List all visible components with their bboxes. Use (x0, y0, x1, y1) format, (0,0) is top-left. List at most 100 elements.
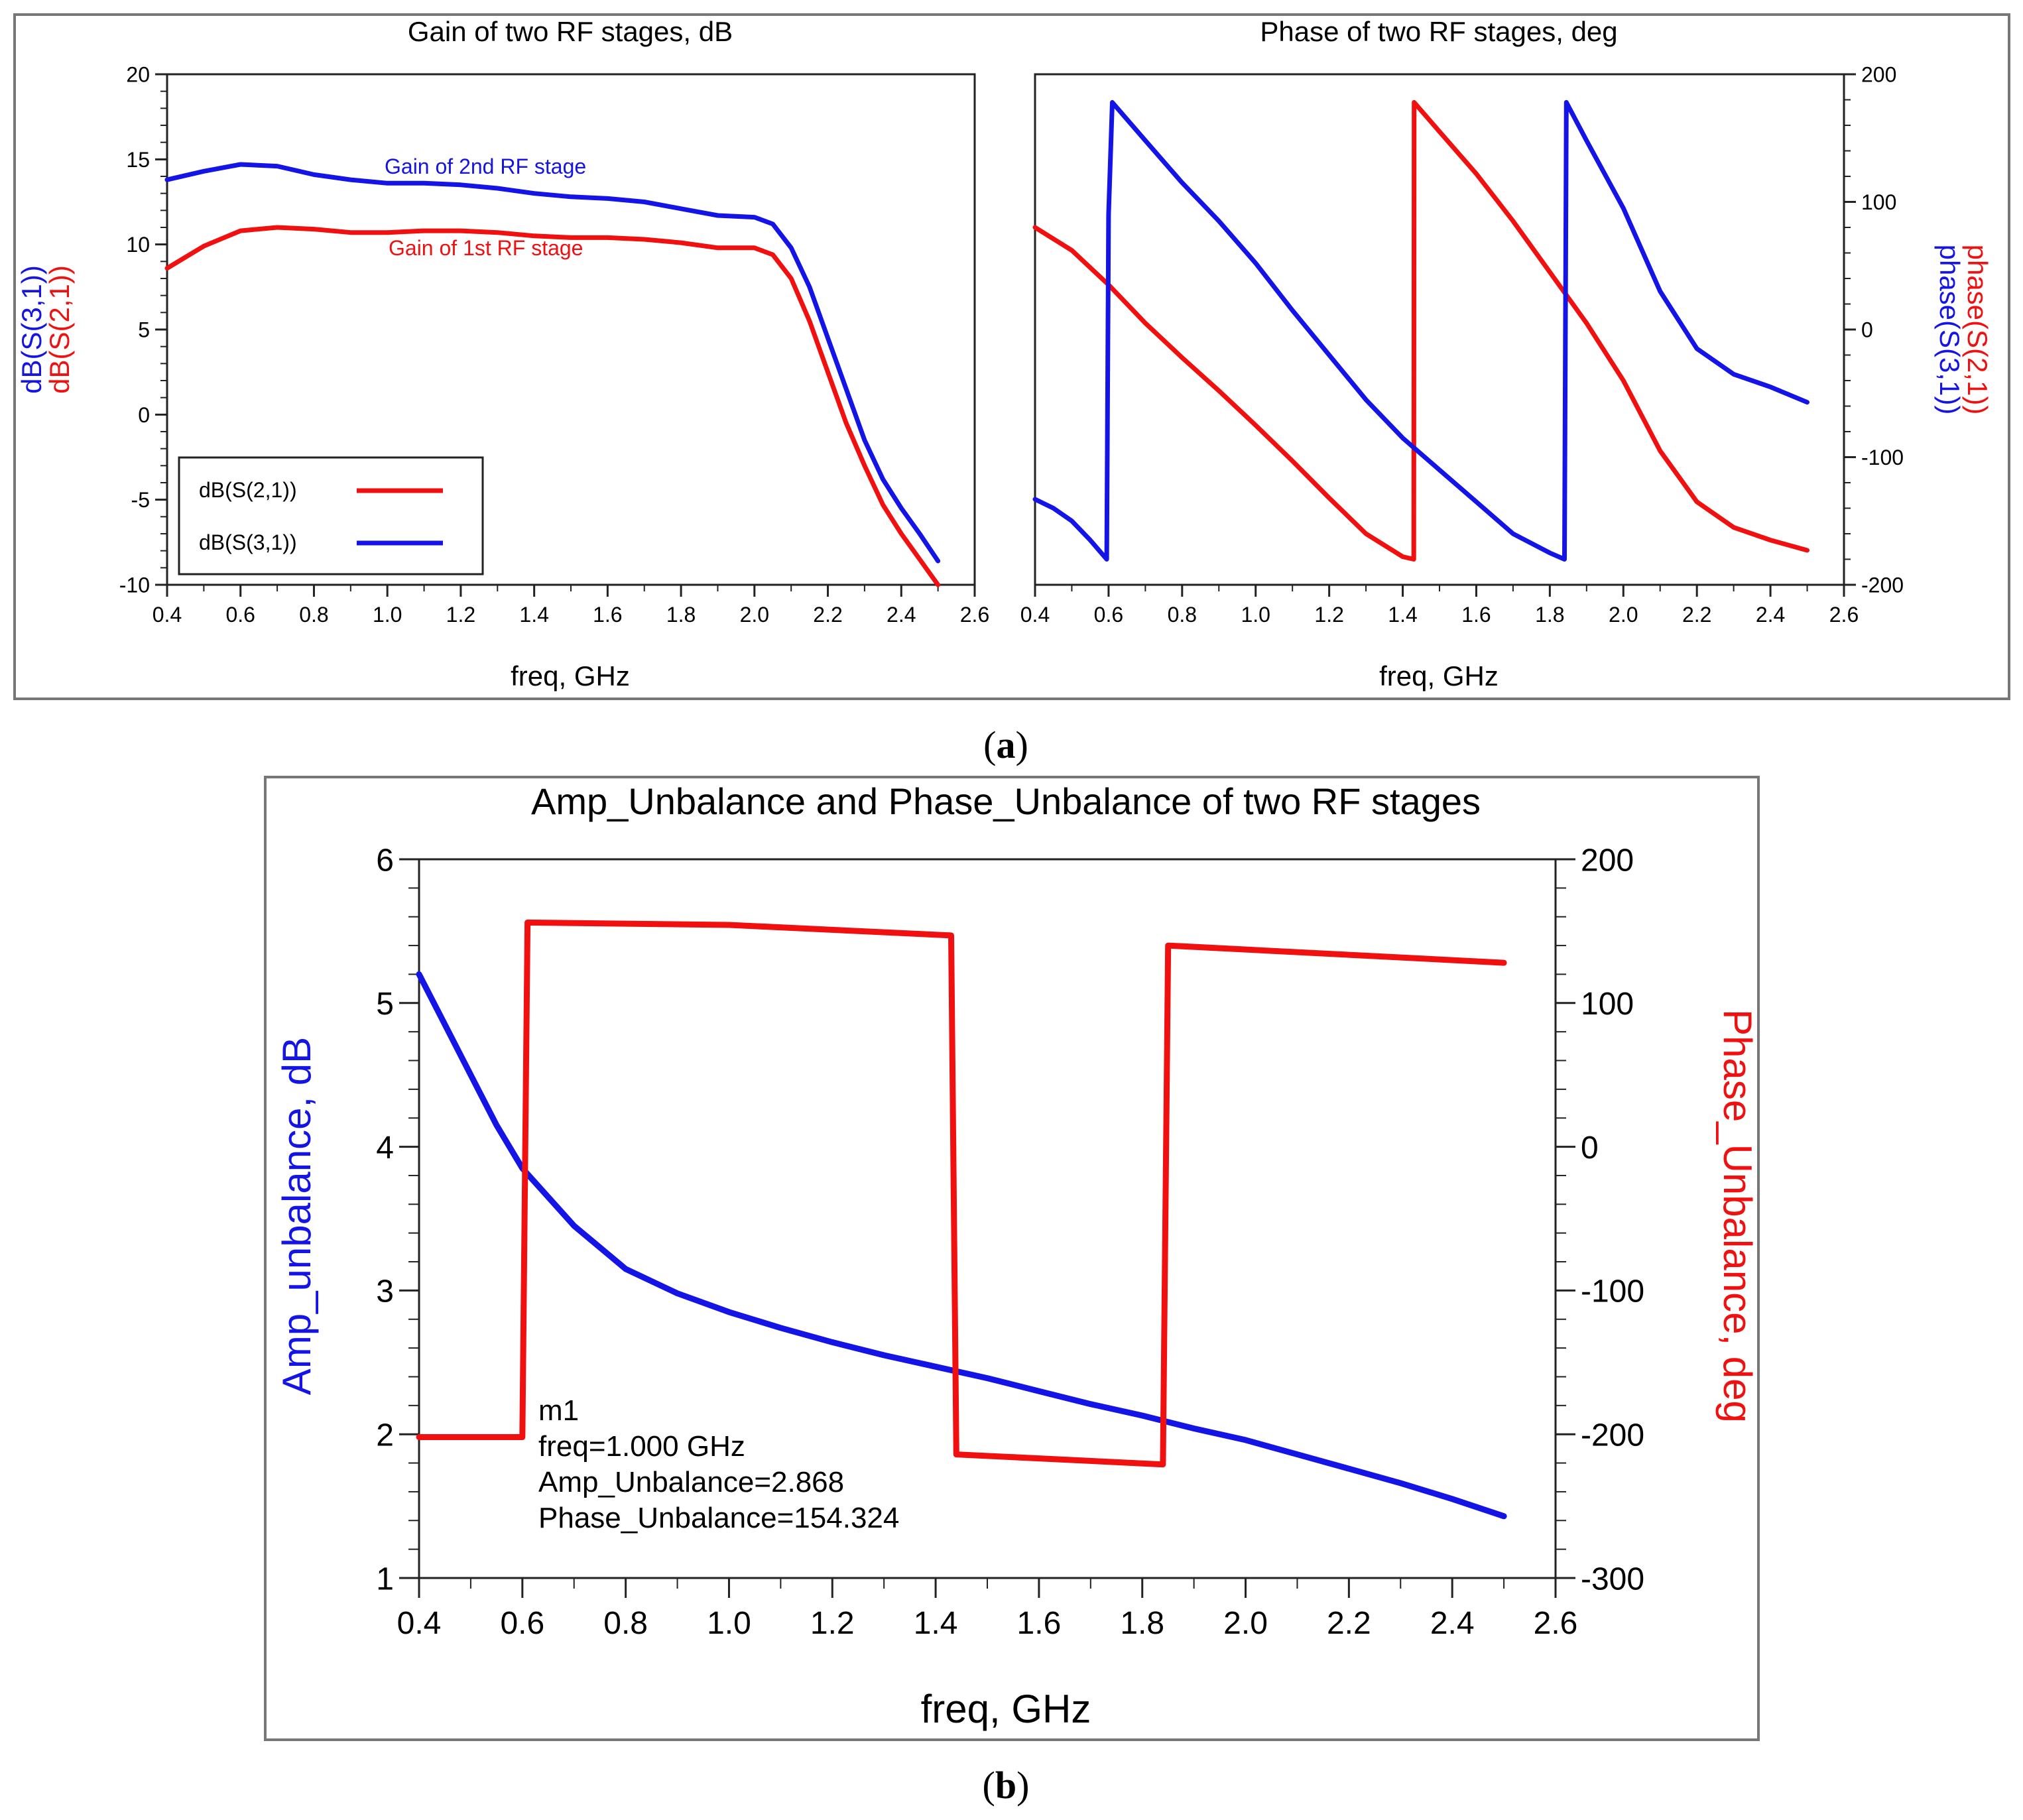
phase-x-ticks: 0.4 0.6 0.8 1.0 1.2 1.4 1.6 1.8 2.0 2.2 2.4 2.6 (1020, 585, 1859, 627)
x-tick-label: 1.8 (666, 603, 696, 627)
y-tick-label: 0 (1861, 318, 1873, 342)
svg-text:(a): (a) (983, 723, 1028, 766)
y-tick-label: 5 (138, 318, 150, 342)
x-tick-label: 2.4 (887, 603, 916, 627)
x-tick-label: 1.4 (519, 603, 548, 627)
series-line-db-s-2-1 (164, 225, 941, 587)
x-tick-label: 0.6 (1094, 603, 1123, 627)
unbalance-x-axis-label: freq, GHz (921, 1687, 1091, 1731)
x-tick-label: 2.4 (1430, 1606, 1475, 1641)
y-right-tick-label: -200 (1581, 1418, 1644, 1453)
y-tick-label: 100 (1861, 190, 1896, 214)
y-tick-label: -10 (119, 574, 150, 597)
caption-a: (a) (983, 723, 1028, 766)
annotation-gain-1st-stage: Gain of 1st RF stage (389, 236, 583, 260)
y-tick-label: 3 (376, 1274, 394, 1309)
y-right-tick-label: 0 (1581, 1130, 1599, 1166)
x-tick-label: 0.6 (500, 1606, 544, 1641)
y-tick-label: 4 (376, 1130, 394, 1166)
x-tick-label: 0.4 (1020, 603, 1050, 627)
x-tick-label: 1.2 (810, 1606, 855, 1641)
unbalance-left-y-ticks: 1 2 3 4 5 6 (376, 843, 419, 1597)
x-tick-label: 2.4 (1756, 603, 1785, 627)
marker-amp-unbalance: Amp_Unbalance=2.868 (538, 1466, 844, 1498)
y-right-tick-label: 100 (1581, 987, 1634, 1022)
panel-b-frame (264, 776, 1760, 1741)
gain-series-lines (164, 162, 941, 587)
unbalance-series-lines (416, 919, 1507, 1520)
marker-label: m1 (538, 1394, 579, 1427)
x-tick-label: 1.2 (446, 603, 475, 627)
gain-x-ticks: 0.4 0.6 0.8 1.0 1.2 1.4 1.6 1.8 2.0 2.2 2.4 2.6 (153, 585, 989, 627)
x-tick-label: 1.0 (707, 1606, 751, 1641)
unbalance-x-ticks: 0.4 0.6 0.8 1.0 1.2 1.4 1.6 1.8 2.0 2.2 2.4 2.6 (397, 1578, 1578, 1641)
legend-box (178, 456, 484, 576)
panel-a-frame (13, 13, 2010, 700)
marker-m1-readout: m1 freq=1.000 GHz Amp_Unbalance=2.868 Ph… (538, 1394, 899, 1534)
y-tick-label: -5 (131, 488, 150, 512)
x-tick-label: 1.4 (914, 1606, 958, 1641)
series-line-amp-unbalance (416, 971, 1507, 1520)
y-right-tick-label: 200 (1581, 843, 1634, 878)
gain-y-axis-label-s21: dB(S(2,1)) (44, 265, 75, 394)
legend-label-s21: dB(S(2,1)) (199, 478, 297, 502)
unbalance-right-y-ticks: -300 -200 -100 0 100 200 (1556, 843, 1644, 1597)
x-tick-label: 1.6 (1461, 603, 1491, 627)
series-line-db-s-3-1 (164, 162, 941, 564)
y-tick-label: 20 (126, 63, 150, 87)
gain-x-axis-label: freq, GHz (511, 660, 630, 692)
x-tick-label: 2.0 (1223, 1606, 1268, 1641)
unbalance-right-y-axis-label: Phase_Unbalance, deg (1715, 1009, 1760, 1423)
x-tick-label: 0.8 (1168, 603, 1197, 627)
unbalance-chart-title: Amp_Unbalance and Phase_Unbalance of two… (531, 780, 1481, 822)
x-tick-label: 2.6 (960, 603, 989, 627)
caption-b-letter: b (995, 1764, 1016, 1807)
x-tick-label: 1.8 (1120, 1606, 1164, 1641)
gain-chart: Gain of two RF stages, dB 0.4 0.6 0.8 1.0 1.… (16, 16, 989, 692)
unbalance-left-y-axis-label: Amp_unbalance, dB (275, 1037, 319, 1395)
gain-legend: dB(S(2,1)) dB(S(3,1)) (178, 456, 484, 576)
phase-y-axis-label-s21: phase(S(2,1)) (1962, 245, 1993, 415)
x-tick-label: 2.6 (1829, 603, 1859, 627)
x-tick-label: 1.6 (593, 603, 622, 627)
phase-chart-title: Phase of two RF stages, deg (1260, 16, 1617, 47)
phase-y-axis-label-s31: phase(S(3,1)) (1934, 245, 1965, 415)
x-tick-label: 1.0 (1241, 603, 1270, 627)
y-tick-label: -100 (1861, 446, 1904, 469)
y-right-tick-label: -100 (1581, 1274, 1644, 1309)
gain-y-axis-label-s31: dB(S(3,1)) (16, 265, 47, 394)
phase-series-lines (1032, 99, 1809, 562)
gain-chart-title: Gain of two RF stages, dB (408, 16, 733, 47)
caption-b: (b) (983, 1764, 1030, 1807)
phase-chart: Phase of two RF stages, deg 0.4 0.6 0.8 1.0… (1020, 16, 1993, 692)
x-tick-label: 1.0 (373, 603, 402, 627)
x-tick-label: 2.2 (1682, 603, 1711, 627)
y-tick-label: 5 (376, 987, 394, 1022)
marker-freq: freq=1.000 GHz (538, 1430, 745, 1463)
x-tick-label: 0.8 (603, 1606, 648, 1641)
x-tick-label: 0.4 (397, 1606, 442, 1641)
x-tick-label: 1.4 (1388, 603, 1417, 627)
x-tick-label: 1.8 (1535, 603, 1564, 627)
y-right-tick-label: -300 (1581, 1561, 1644, 1597)
x-tick-label: 0.8 (299, 603, 328, 627)
y-tick-label: 15 (126, 148, 150, 172)
y-tick-label: -200 (1861, 574, 1904, 597)
unbalance-chart: Amp_Unbalance and Phase_Unbalance of two… (275, 780, 1760, 1731)
y-tick-label: 6 (376, 843, 394, 878)
y-tick-label: 0 (138, 403, 150, 427)
y-tick-label: 2 (376, 1418, 394, 1453)
x-tick-label: 2.2 (813, 603, 842, 627)
annotation-gain-2nd-stage: Gain of 2nd RF stage (385, 154, 586, 178)
y-tick-label: 1 (376, 1561, 394, 1597)
legend-label-s31: dB(S(3,1)) (199, 530, 297, 554)
gain-y-ticks: -10 -5 0 5 10 15 20 (119, 63, 167, 597)
x-tick-label: 2.6 (1534, 1606, 1578, 1641)
x-tick-label: 1.6 (1017, 1606, 1062, 1641)
x-tick-label: 0.6 (225, 603, 255, 627)
series-line-phase-unbalance (416, 919, 1507, 1468)
series-line-phase-s-3-1 (1032, 99, 1809, 562)
y-tick-label: 200 (1861, 63, 1896, 87)
y-tick-label: 10 (126, 233, 150, 257)
